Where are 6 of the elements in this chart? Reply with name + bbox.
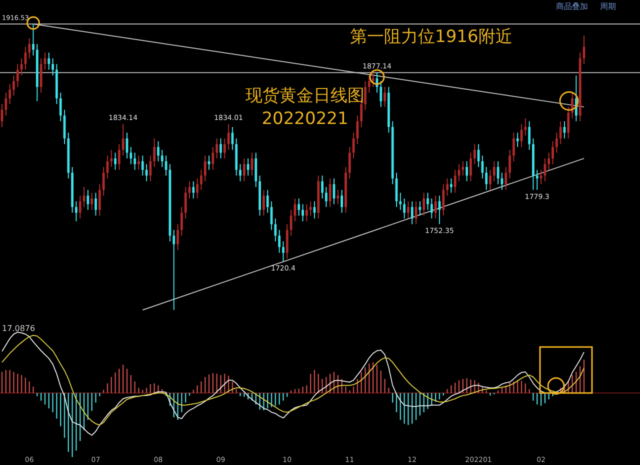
text: 现货黄金日线图 [246, 86, 364, 106]
annotation: 第一阻力位1916附近 [350, 27, 512, 47]
annotation: 17.0876 [2, 324, 36, 333]
text: 商品叠加 [556, 2, 588, 11]
text: 20220221 [262, 109, 348, 129]
text: 周期 [600, 2, 616, 11]
